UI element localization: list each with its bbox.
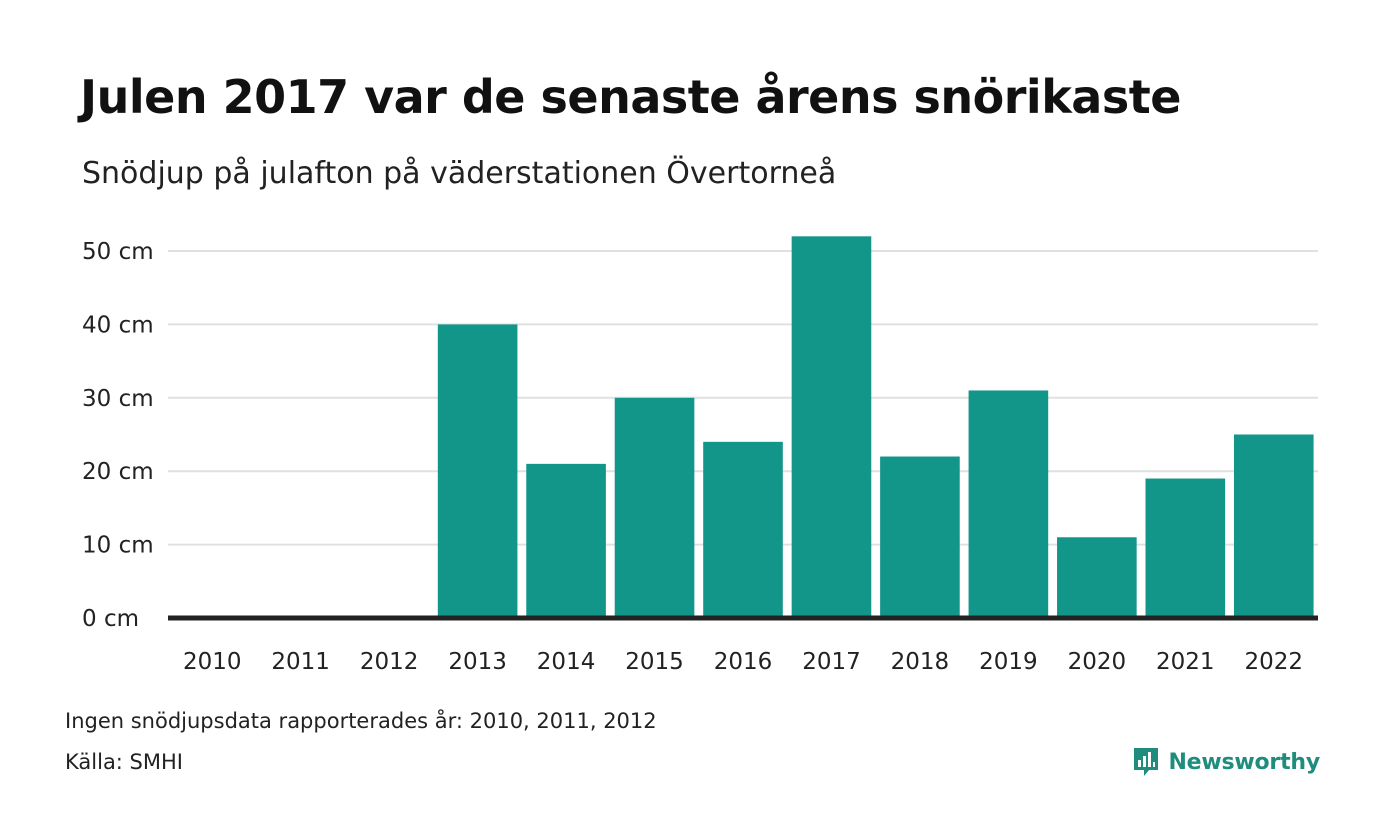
- bar-2022: [1233, 434, 1314, 618]
- y-tick-label: 20 cm: [82, 459, 154, 485]
- bar-2018: [880, 456, 960, 618]
- x-tick-label: 2016: [714, 649, 773, 675]
- x-tick-label: 2017: [802, 649, 861, 675]
- chart-title: Julen 2017 var de senaste årens snörikas…: [80, 70, 1181, 124]
- newsworthy-bar-chart-icon: [1134, 748, 1159, 776]
- x-tick-label: 2012: [360, 649, 419, 675]
- newsworthy-logo: Newsworthy: [1132, 744, 1320, 780]
- x-tick-label: 2022: [1244, 649, 1303, 675]
- y-tick-label: 50 cm: [82, 239, 154, 265]
- bar-2019: [968, 390, 1049, 618]
- y-tick-label: 0 cm: [82, 606, 139, 632]
- bar-2013: [437, 324, 518, 618]
- x-tick-label: 2018: [891, 649, 950, 675]
- y-axis-tick-labels: 0 cm 10 cm 20 cm 30 cm 40 cm 50 cm: [82, 239, 154, 632]
- y-tick-label: 10 cm: [82, 533, 154, 559]
- missing-data-note: Ingen snödjupsdata rapporterades år: 201…: [65, 709, 657, 733]
- brand-name: Newsworthy: [1168, 749, 1320, 775]
- y-tick-label: 40 cm: [82, 312, 154, 338]
- bar-2020: [1057, 537, 1137, 618]
- y-tick-label: 30 cm: [82, 386, 154, 412]
- bar-2015: [614, 397, 695, 618]
- x-tick-label: 2014: [537, 649, 596, 675]
- x-axis-tick-labels: 2010 2011 2012 2013 2014 2015 2016 2017 2018 2019…: [183, 649, 1303, 675]
- x-tick-label: 2013: [448, 649, 507, 675]
- source-note: Källa: SMHI: [65, 750, 183, 774]
- x-tick-label: 2019: [979, 649, 1038, 675]
- x-tick-label: 2021: [1156, 649, 1215, 675]
- chart-subtitle: Snödjup på julafton på väderstationen Öv…: [82, 156, 837, 191]
- x-tick-label: 2020: [1068, 649, 1127, 675]
- bar-2016: [703, 441, 783, 618]
- bar-2017: [791, 236, 872, 618]
- bar-2014: [526, 463, 606, 618]
- bars: [437, 236, 1314, 618]
- x-tick-label: 2010: [183, 649, 242, 675]
- x-tick-label: 2015: [625, 649, 684, 675]
- x-tick-label: 2011: [271, 649, 330, 675]
- bar-2021: [1145, 478, 1226, 618]
